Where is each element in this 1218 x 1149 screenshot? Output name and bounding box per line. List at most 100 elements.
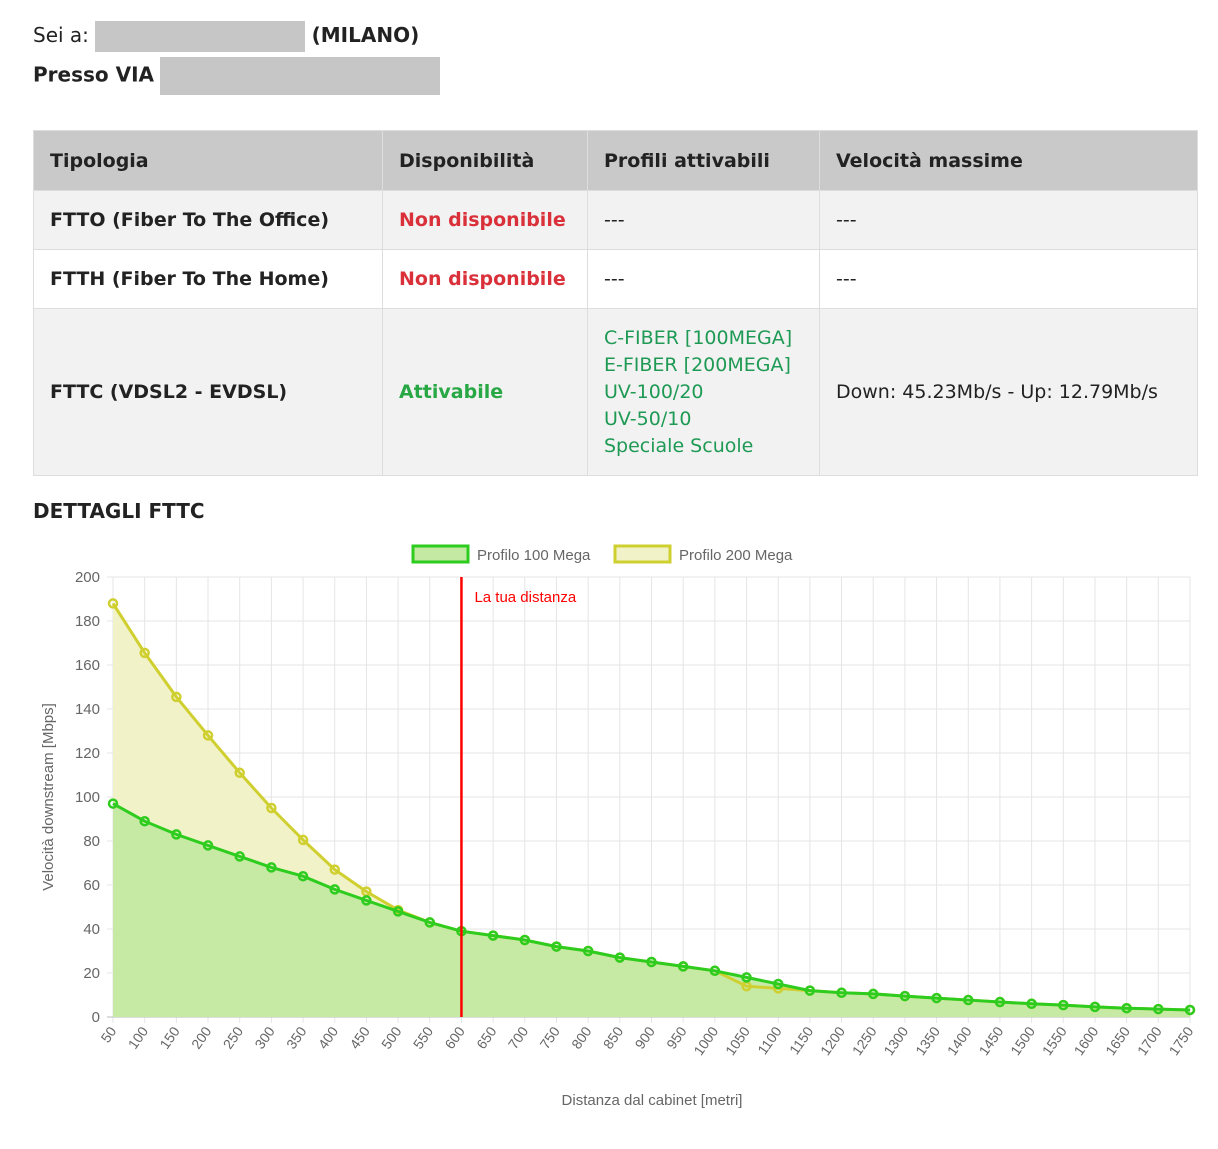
data-point <box>1089 1001 1101 1013</box>
data-point <box>1058 999 1069 1011</box>
data-point <box>139 647 150 659</box>
x-tick-label: 300 <box>251 1023 278 1051</box>
y-tick-label: 80 <box>83 833 100 850</box>
x-tick-label: 350 <box>283 1023 310 1051</box>
x-tick-label: 1600 <box>1070 1023 1101 1058</box>
data-point <box>266 802 277 814</box>
x-axis-title: Distanza dal cabinet [metri] <box>562 1092 743 1109</box>
availability-cell: Non disponibile <box>382 190 588 250</box>
x-tick-label: 450 <box>346 1023 373 1051</box>
x-tick-label: 750 <box>536 1023 563 1051</box>
x-tick-label: 1300 <box>880 1023 911 1058</box>
y-tick-label: 140 <box>75 701 100 718</box>
profiles-cell: C-FIBER [100MEGA] E-FIBER [200MEGA] UV-1… <box>587 308 820 476</box>
data-point <box>836 987 847 999</box>
data-point <box>234 767 245 779</box>
col-header: Disponibilità <box>382 130 588 191</box>
data-point <box>614 952 626 963</box>
data-point <box>487 930 499 941</box>
data-point <box>519 934 531 946</box>
data-point <box>171 829 182 840</box>
availability-table: Tipologia Disponibilità Profili attivabi… <box>33 130 1198 476</box>
data-point <box>202 840 214 851</box>
speed-cell: --- <box>819 249 1198 309</box>
x-tick-label: 1650 <box>1102 1023 1133 1058</box>
x-tick-label: 1700 <box>1134 1023 1165 1058</box>
location-city: (MILANO) <box>311 23 420 47</box>
fttc-chart: 50 100 150 200 250 300 350 400 450 500 550 600 650 70… <box>40 544 1197 1109</box>
x-tick-label: 650 <box>473 1023 500 1051</box>
y-tick-label: 180 <box>75 613 100 630</box>
availability-cell: Attivabile <box>382 308 588 476</box>
y-tick-label: 160 <box>75 657 100 674</box>
data-point <box>107 598 119 609</box>
x-tick-label: 150 <box>156 1023 183 1051</box>
data-point <box>329 864 340 875</box>
x-tick-label: 1250 <box>849 1023 880 1058</box>
x-tick-label: 1150 <box>786 1023 816 1057</box>
data-point <box>361 895 372 906</box>
data-point <box>392 906 404 917</box>
x-tick-label: 1350 <box>912 1023 943 1058</box>
col-header: Tipologia <box>33 130 383 191</box>
data-point <box>804 985 816 996</box>
profile-item: UV-50/10 <box>604 407 692 430</box>
data-point <box>646 956 657 968</box>
x-tick-label: 100 <box>125 1023 152 1051</box>
x-tick-label: 700 <box>505 1023 532 1051</box>
table-row: FTTO (Fiber To The Office) Non disponibi… <box>33 190 1198 250</box>
data-point <box>329 884 340 895</box>
x-tick-label: 250 <box>220 1023 247 1051</box>
x-tick-label: 200 <box>188 1023 215 1051</box>
redacted-address <box>160 57 441 95</box>
data-point <box>582 945 594 957</box>
data-point <box>1026 998 1037 1010</box>
y-axis-title: Velocità downstream [Mbps] <box>40 703 57 891</box>
table-header: Tipologia Disponibilità Profili attivabi… <box>33 130 1198 191</box>
data-point <box>424 917 436 928</box>
x-tick-label: 1200 <box>817 1023 848 1058</box>
address-line: Presso VIA <box>33 57 441 95</box>
data-point <box>741 972 752 983</box>
data-point <box>551 941 562 952</box>
profiles-cell: --- <box>587 190 820 250</box>
speed-cell: Down: 45.23Mb/s - Up: 12.79Mb/s <box>819 308 1198 476</box>
x-tick-label: 900 <box>631 1023 658 1051</box>
x-tick-label: 850 <box>600 1023 627 1051</box>
data-point <box>994 996 1006 1008</box>
y-tick-label: 0 <box>92 1009 100 1026</box>
data-point <box>1121 1002 1132 1014</box>
x-tick-label: 500 <box>378 1023 405 1051</box>
type-cell: FTTH (Fiber To The Home) <box>50 268 329 290</box>
data-point <box>107 798 119 809</box>
type-cell: FTTO (Fiber To The Office) <box>50 209 330 231</box>
profile-item: Speciale Scuole <box>604 434 754 457</box>
x-tick-label: 50 <box>97 1023 119 1045</box>
legend-swatch <box>411 544 470 564</box>
section-title: DETTAGLI FTTC <box>33 499 205 523</box>
y-tick-label: 20 <box>83 965 100 982</box>
data-point <box>171 691 182 703</box>
data-point <box>266 862 277 873</box>
x-tick-label: 950 <box>663 1023 690 1051</box>
x-tick-label: 1050 <box>722 1023 753 1058</box>
data-point <box>202 730 214 741</box>
data-point <box>709 965 721 977</box>
legend-swatch <box>613 544 672 564</box>
type-cell: FTTC (VDSL2 - EVDSL) <box>50 381 288 403</box>
x-tick-label: 600 <box>441 1023 468 1051</box>
x-tick-label: 1400 <box>944 1023 975 1058</box>
data-point <box>297 834 309 846</box>
y-tick-label: 200 <box>75 569 100 586</box>
availability-cell: Non disponibile <box>382 249 588 309</box>
data-point <box>867 988 879 1000</box>
data-point <box>234 851 245 862</box>
x-tick-label: 1500 <box>1007 1023 1038 1058</box>
x-tick-label: 400 <box>315 1023 342 1051</box>
data-point <box>1184 1004 1196 1016</box>
x-tick-label: 800 <box>568 1023 595 1051</box>
location-line: Sei a: (MILANO) <box>33 21 419 52</box>
x-tick-label: 1450 <box>975 1023 1006 1058</box>
profile-item: C-FIBER [100MEGA] <box>604 326 793 349</box>
x-tick-label: 1100 <box>754 1023 784 1057</box>
